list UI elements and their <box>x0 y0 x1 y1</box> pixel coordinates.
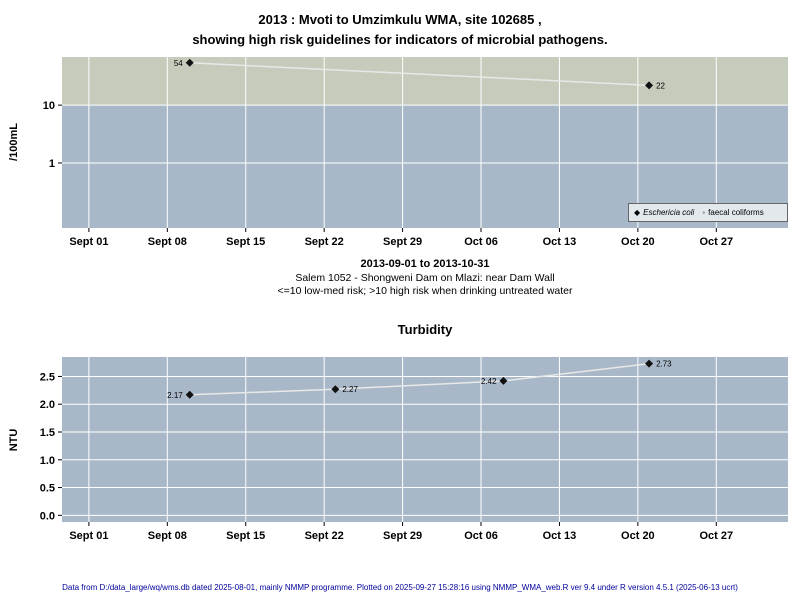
y-tick-label: 0.0 <box>40 510 55 522</box>
x-tick-label: Oct 13 <box>543 530 577 542</box>
legend-label-ecoli: Eschericia coli <box>643 208 695 217</box>
data-point-label: 2.73 <box>656 360 672 369</box>
turbidity-chart-title: Turbidity <box>397 322 453 337</box>
series-line <box>189 362 650 396</box>
data-point-label: 54 <box>174 59 183 68</box>
x-tick-label: Sept 01 <box>69 236 108 248</box>
data-point-label: 2.27 <box>342 385 358 394</box>
data-point <box>645 81 654 90</box>
footer-provenance-text: Data from D:/data_large/wq/wms.db dated … <box>62 583 738 592</box>
data-point <box>645 359 654 368</box>
microbial-pathogens-chart: Sept 01 Sept 08 Sept 15 Sept 22 Sept 29 Oct 0… <box>43 57 788 248</box>
x-tick-label: Oct 06 <box>464 236 498 248</box>
turbidity-chart: Sept 01 Sept 08 Sept 15 Sept 22 Sept 29 Oct 0… <box>40 357 788 542</box>
y-tick-label: 10 <box>43 100 55 112</box>
y-tick-label: 2.5 <box>40 371 55 383</box>
chart1-caption: 2013-09-01 to 2013-10-31 Salem 1052 - Sh… <box>50 258 800 297</box>
caption-date-range: 2013-09-01 to 2013-10-31 <box>360 258 490 270</box>
legend-item-faecal-coliforms: ◦ faecal coliforms <box>702 208 763 217</box>
x-tick-label: Sept 08 <box>148 236 187 248</box>
x-tick-label: Sept 29 <box>383 236 422 248</box>
x-tick-label: Sept 15 <box>226 530 265 542</box>
x-tick-label: Sept 08 <box>148 530 187 542</box>
legend-item-ecoli: ◆ Eschericia coli <box>634 208 694 217</box>
y-tick-label: 0.5 <box>40 483 55 495</box>
diamond-marker-icon: ◆ <box>634 207 641 217</box>
data-point <box>185 390 194 399</box>
x-tick-label: Oct 13 <box>543 236 577 248</box>
y-tick-label: 1.5 <box>40 427 55 439</box>
data-point-label: 2.17 <box>167 391 183 400</box>
y-tick-label: 1 <box>49 158 55 170</box>
data-point <box>331 385 340 394</box>
x-tick-label: Sept 22 <box>305 236 344 248</box>
x-tick-label: Sept 22 <box>305 530 344 542</box>
y-tick-label: 1.0 <box>40 455 55 467</box>
data-point-label: 2.42 <box>481 377 497 386</box>
series-line <box>189 62 650 87</box>
x-tick-label: Oct 06 <box>464 530 498 542</box>
x-tick-label: Sept 01 <box>69 530 108 542</box>
caption-risk-guideline: <=10 low-med risk; >10 high risk when dr… <box>277 285 573 297</box>
caption-site-description: Salem 1052 - Shongweni Dam on Mlazi: nea… <box>295 272 555 284</box>
data-point-label: 22 <box>656 81 665 90</box>
x-tick-label: Oct 27 <box>699 530 733 542</box>
x-tick-label: Oct 20 <box>621 530 655 542</box>
high-risk-band <box>62 57 788 106</box>
x-tick-label: Oct 20 <box>621 236 655 248</box>
x-tick-label: Sept 29 <box>383 530 422 542</box>
chart1-title-line2: showing high risk guidelines for indicat… <box>192 32 608 47</box>
chart1-title: 2013 : Mvoti to Umzimkulu WMA, site 1026… <box>0 10 800 50</box>
legend-label-faecal-coliforms: faecal coliforms <box>708 208 764 217</box>
y-tick-label: 2.0 <box>40 399 55 411</box>
chart1-title-line1: 2013 : Mvoti to Umzimkulu WMA, site 1026… <box>258 12 542 27</box>
x-tick-label: Sept 15 <box>226 236 265 248</box>
chart1-legend: ◆ Eschericia coli ◦ faecal coliforms <box>628 203 788 222</box>
plot-background <box>62 357 788 522</box>
circle-marker-icon: ◦ <box>702 207 706 217</box>
x-tick-label: Oct 27 <box>699 236 733 248</box>
data-point <box>499 376 508 385</box>
